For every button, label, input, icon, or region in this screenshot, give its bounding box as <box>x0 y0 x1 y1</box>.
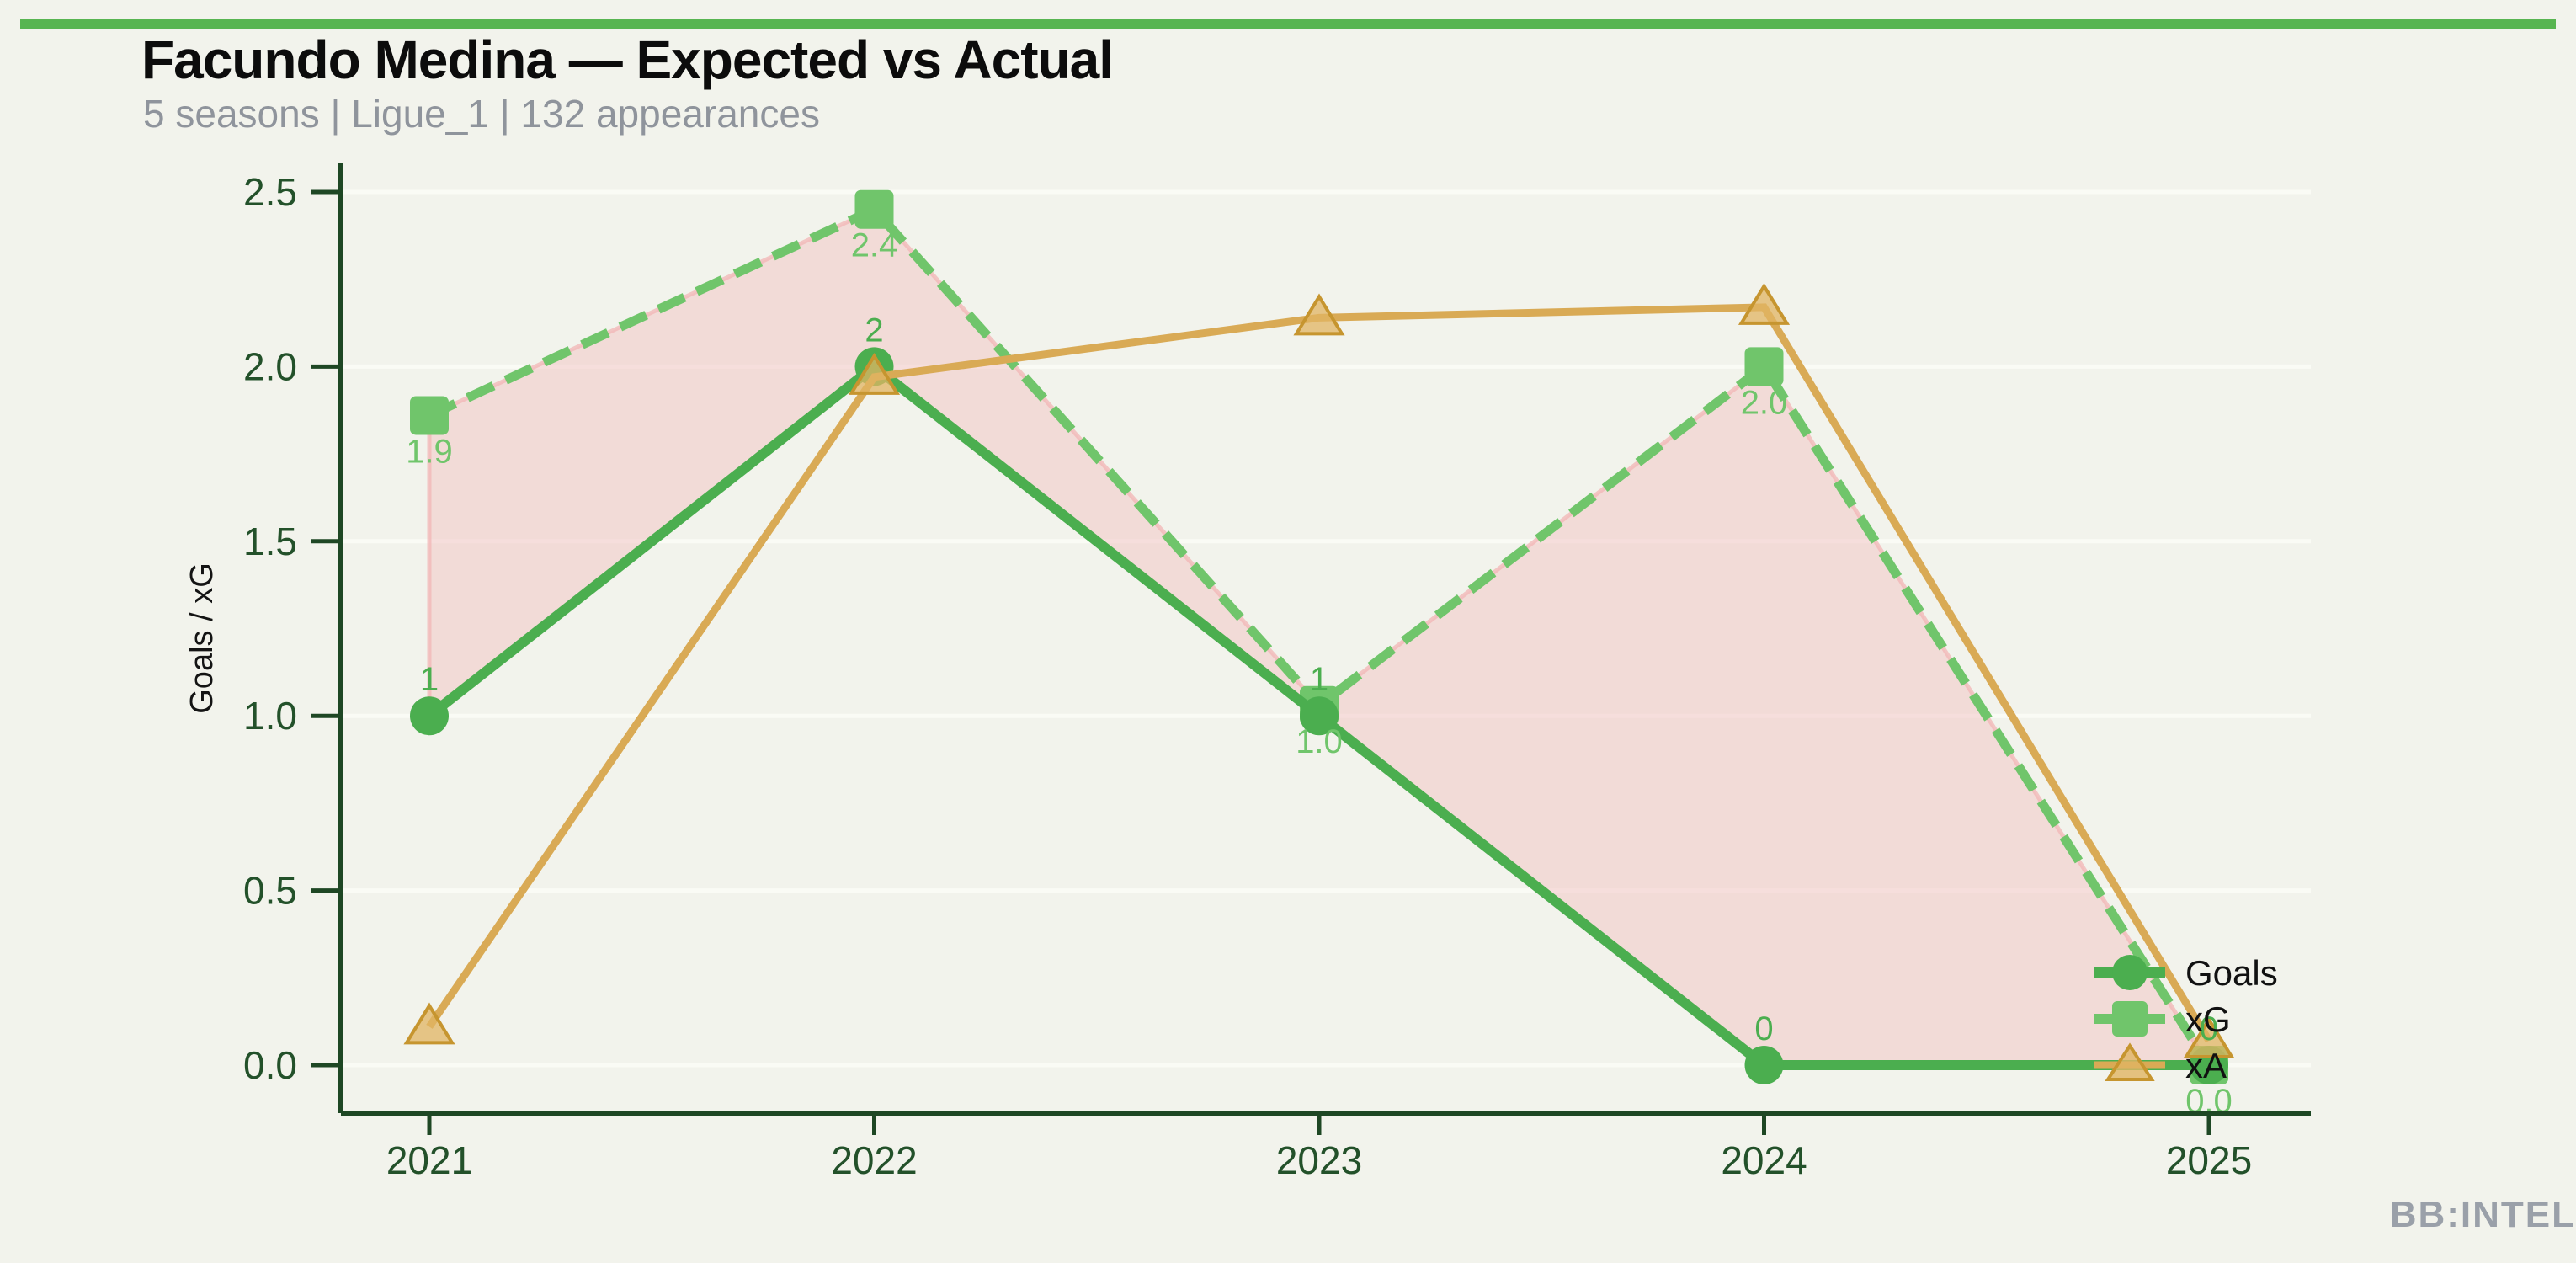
x-tick-label: 2024 <box>1721 1138 1807 1182</box>
legend-circle-icon <box>2112 955 2148 990</box>
xg-point <box>1744 347 1784 386</box>
goals-value-label: 0 <box>2200 1010 2218 1047</box>
y-tick-label: 1.0 <box>243 694 297 738</box>
y-tick-label: 1.5 <box>243 520 297 563</box>
goals-value-label: 1 <box>420 661 439 698</box>
legend-label: xA <box>2185 1046 2227 1085</box>
x-tick-label: 2023 <box>1276 1138 1362 1182</box>
legend-square-icon <box>2112 1001 2148 1037</box>
legend-item-xa: xA <box>2094 1042 2227 1085</box>
xg-point <box>410 396 449 435</box>
chart-subtitle: 5 seasons | Ligue_1 | 132 appearances <box>143 92 820 136</box>
xa-point <box>848 353 901 395</box>
xa-point <box>1738 283 1791 325</box>
xa-point <box>2183 1016 2235 1058</box>
xg-point <box>854 189 894 229</box>
goals-value-label: 2 <box>865 312 883 349</box>
goals-value-label: 1 <box>1310 661 1328 698</box>
goals-point <box>1300 696 1339 736</box>
xa-point <box>403 1002 455 1045</box>
xa-point <box>1293 293 1345 336</box>
legend-label: xG <box>2185 999 2231 1039</box>
watermark: BB:INTEL <box>2389 1194 2576 1235</box>
chart-title: Facundo Medina — Expected vs Actual <box>141 29 1114 90</box>
xg-value-label: 1.9 <box>406 433 453 470</box>
y-axis-label: Goals / xG <box>184 562 220 714</box>
legend-item-goals: Goals <box>2094 953 2278 993</box>
legend-triangle-icon <box>2105 1042 2155 1081</box>
goals-value-label: 0 <box>1754 1010 1773 1047</box>
y-tick-label: 2.0 <box>243 344 297 388</box>
goals-point <box>410 696 449 736</box>
xg-value-label: 1.0 <box>1296 723 1343 760</box>
legend-label: Goals <box>2185 953 2278 993</box>
accent-bar <box>20 19 2556 29</box>
xg-value-label: 2.0 <box>1741 384 1788 421</box>
xg-value-label: 2.4 <box>851 227 898 264</box>
y-tick-label: 0.5 <box>243 869 297 913</box>
x-tick-label: 2025 <box>2166 1138 2252 1182</box>
y-tick-label: 2.5 <box>243 170 297 214</box>
y-tick-label: 0.0 <box>243 1043 297 1087</box>
x-tick-label: 2021 <box>386 1138 472 1182</box>
x-tick-label: 2022 <box>831 1138 917 1182</box>
legend-item-xg: xG <box>2094 999 2231 1039</box>
goals-point <box>1744 1046 1784 1084</box>
